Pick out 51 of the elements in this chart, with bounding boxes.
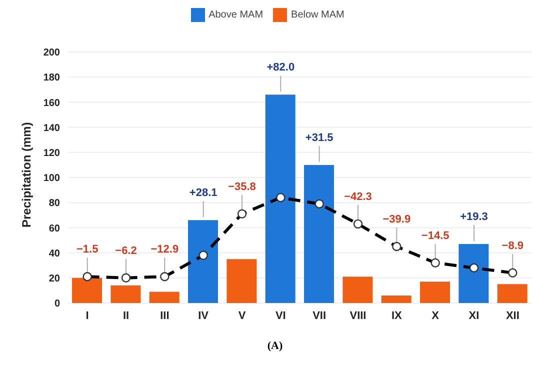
bar xyxy=(458,244,489,303)
x-tick-label: VII xyxy=(312,310,326,322)
annotation: −35.8 xyxy=(228,180,256,193)
y-tick-label: 140 xyxy=(43,122,60,134)
bar xyxy=(420,282,450,303)
legend-label: Above MAM xyxy=(208,10,264,21)
y-tick-label: 40 xyxy=(48,248,60,260)
x-tick-label: X xyxy=(432,310,440,322)
bar xyxy=(265,94,296,303)
y-tick-label: 20 xyxy=(48,273,60,284)
y-tick-label: 160 xyxy=(43,98,60,109)
bar xyxy=(497,284,528,303)
y-tick-label: 100 xyxy=(43,173,60,184)
annotation: −14.5 xyxy=(421,230,450,242)
bar xyxy=(72,278,102,303)
legend-label: Below MAM xyxy=(291,10,344,21)
x-tick-label: VIII xyxy=(350,310,366,322)
y-tick-label: 120 xyxy=(43,148,60,159)
bar xyxy=(381,295,412,303)
annotation: +31.5 xyxy=(305,132,334,144)
bar xyxy=(342,276,373,303)
x-tick-label: VI xyxy=(275,310,286,322)
x-tick-label: IV xyxy=(198,310,210,322)
bar xyxy=(226,259,257,303)
annotation: +28.1 xyxy=(189,187,218,200)
bar xyxy=(188,220,218,303)
x-tick-label: II xyxy=(122,310,130,322)
bar xyxy=(110,285,141,303)
annotation: −6.2 xyxy=(115,244,137,257)
bar xyxy=(304,164,334,303)
annotation: −42.3 xyxy=(344,190,372,203)
x-tick-label: I xyxy=(86,310,89,322)
y-tick-label: 80 xyxy=(48,198,60,210)
x-tick-label: XII xyxy=(506,310,520,322)
y-tick-label: 60 xyxy=(48,223,60,234)
y-axis-title: Precipitation (mm) xyxy=(19,122,34,228)
y-tick-label: 200 xyxy=(43,48,60,59)
annotation: +82.0 xyxy=(266,62,295,74)
x-tick-label: XI xyxy=(468,310,480,322)
bar xyxy=(149,292,180,303)
annotation: −12.9 xyxy=(150,244,179,256)
y-tick-label: 180 xyxy=(43,72,60,84)
x-tick-label: III xyxy=(160,310,170,322)
y-tick-label: 0 xyxy=(54,298,60,310)
annotation: −39.9 xyxy=(382,214,411,226)
x-tick-label: IX xyxy=(391,310,403,322)
annotation: −8.9 xyxy=(502,240,524,252)
text: (A) xyxy=(266,340,284,352)
annotation: +19.3 xyxy=(460,211,488,224)
x-tick-label: V xyxy=(238,310,246,322)
annotation: −1.5 xyxy=(76,244,98,256)
